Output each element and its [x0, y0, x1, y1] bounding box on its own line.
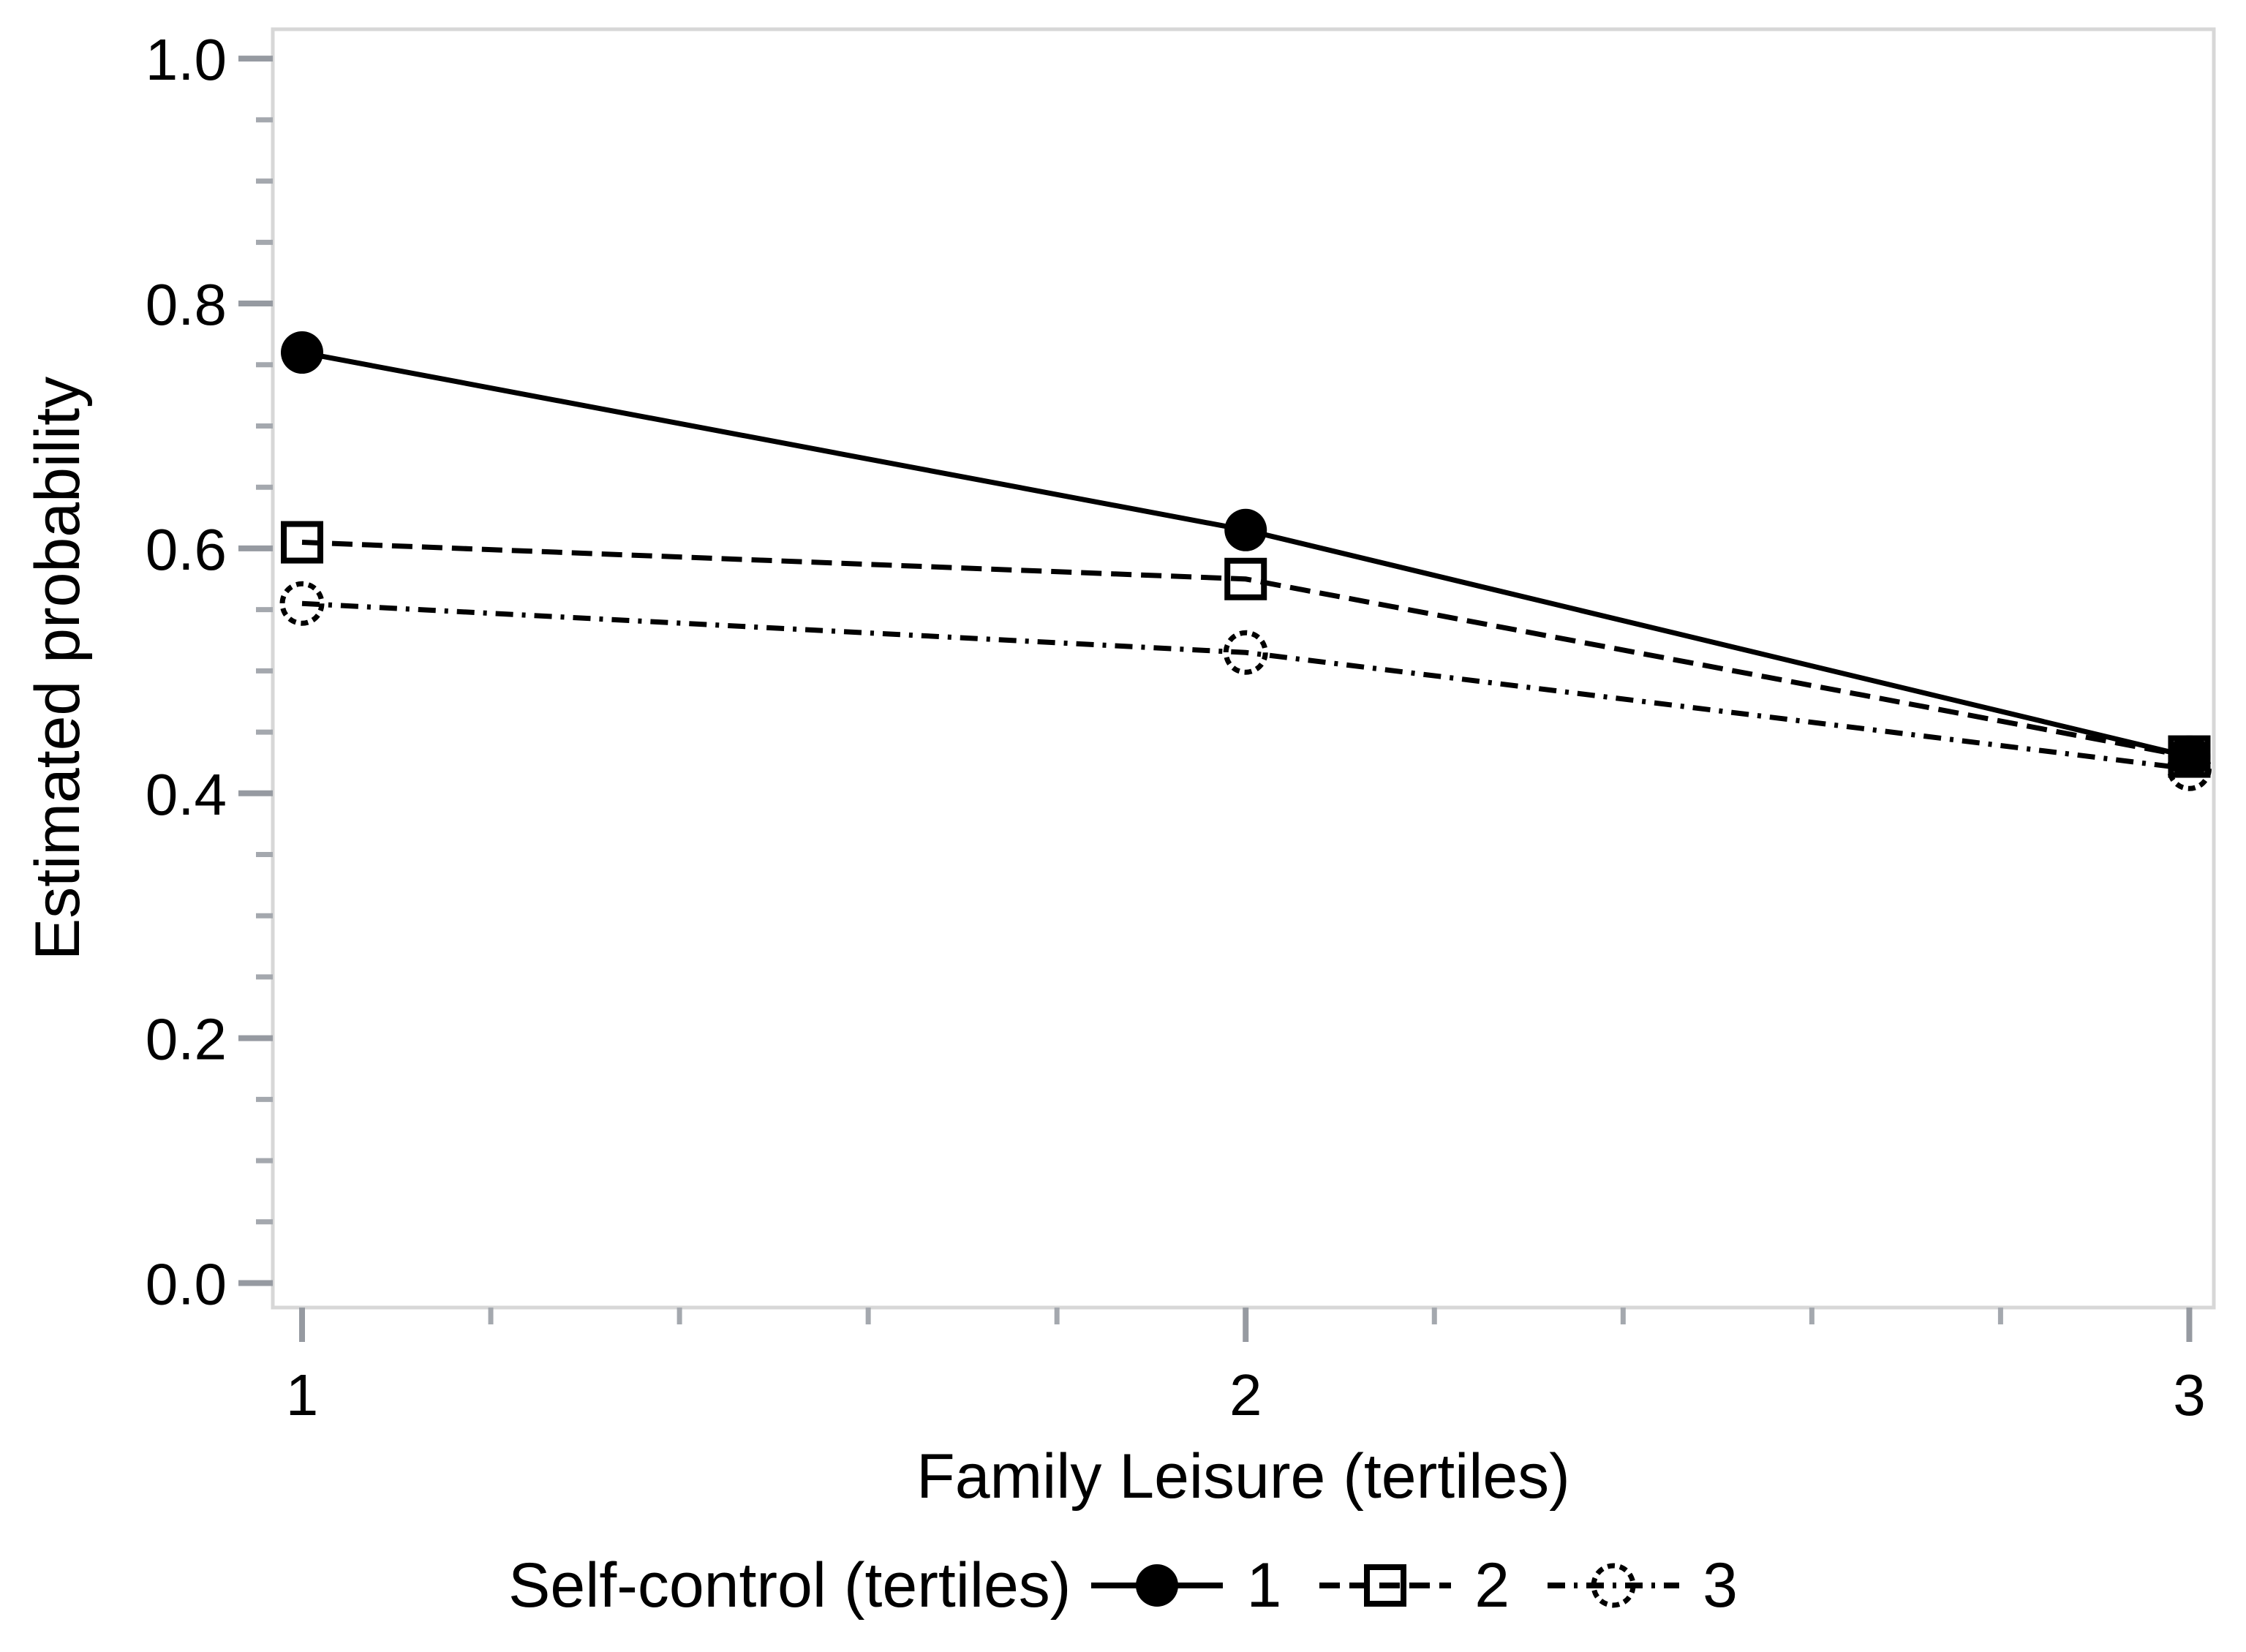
marker-filled-circle	[1224, 508, 1267, 551]
marker-open-square	[1224, 557, 1267, 600]
marker-filled-circle	[280, 331, 323, 374]
x-tick-label: 3	[2173, 1362, 2206, 1427]
legend-item-label: 3	[1703, 1550, 1738, 1621]
legend: Self-control (tertiles) 1 2 3	[0, 1531, 2246, 1640]
y-axis-title: Estimated probability	[23, 377, 93, 960]
legend-item-1: 1	[1091, 1537, 1319, 1634]
x-tick-label: 1	[286, 1362, 319, 1427]
marker-open-square	[280, 521, 323, 564]
y-tick-label: 0.8	[146, 272, 227, 337]
legend-title: Self-control (tertiles)	[508, 1550, 1071, 1621]
legend-item-2: 2	[1319, 1537, 1548, 1634]
marker-open-circle	[2166, 746, 2212, 791]
x-tick-label: 2	[1229, 1362, 1262, 1427]
y-tick-label: 0.4	[146, 762, 227, 827]
marker-open-circle	[1591, 1563, 1636, 1608]
legend-sample-dash-dot	[1548, 1563, 1680, 1608]
x-axis-title: Family Leisure (tertiles)	[916, 1441, 1570, 1512]
marker-open-circle	[279, 581, 325, 626]
legend-item-label: 2	[1474, 1550, 1510, 1621]
marker-filled-circle	[1136, 1564, 1179, 1607]
marker-filled-circle	[2168, 735, 2211, 778]
series-line-2	[301, 540, 2190, 759]
legend-sample-solid	[1091, 1564, 1224, 1607]
series-line-3	[301, 600, 2190, 772]
legend-item-label: 1	[1246, 1550, 1282, 1621]
legend-items: 1 2 3	[1091, 1537, 1738, 1634]
legend-item-3: 3	[1548, 1537, 1738, 1634]
y-tick-label: 1.0	[146, 27, 227, 92]
y-tick-label: 0.2	[146, 1007, 227, 1072]
y-tick-label: 0.6	[146, 517, 227, 582]
marker-open-square	[1364, 1564, 1407, 1607]
y-tick-label: 0.0	[146, 1252, 227, 1317]
legend-sample-dashed	[1319, 1564, 1452, 1607]
marker-open-circle	[1223, 630, 1268, 675]
plot-frame	[271, 27, 2216, 1310]
